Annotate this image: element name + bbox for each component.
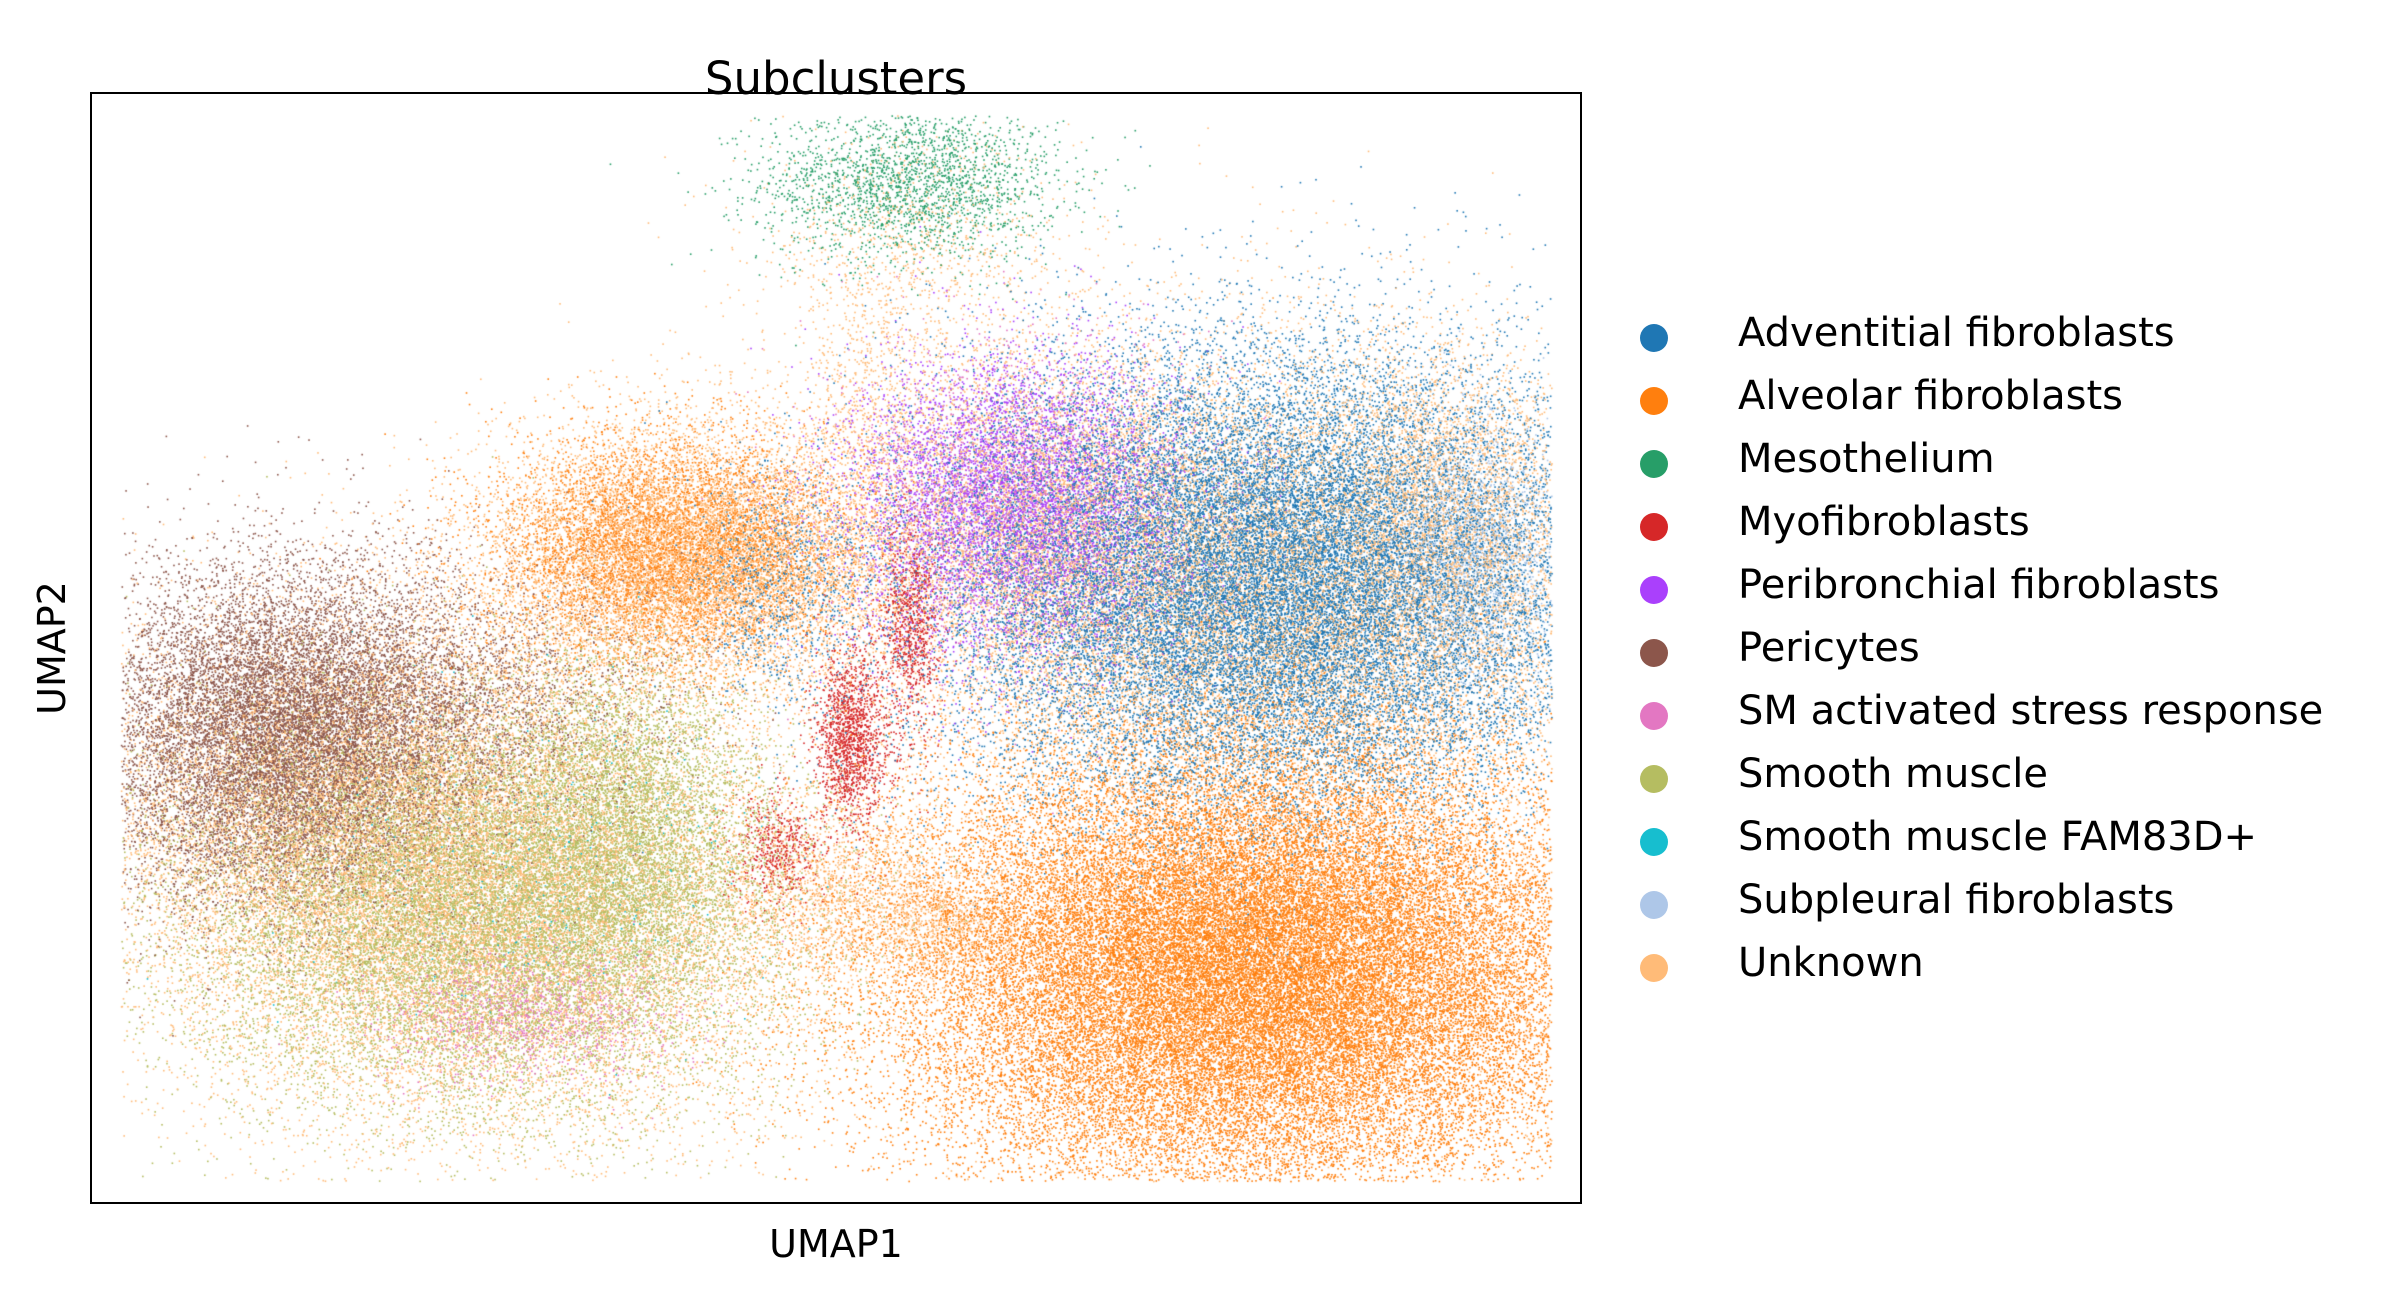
legend-marker-icon [1640,954,1668,982]
legend-label: Smooth muscle [1738,751,2048,797]
legend-marker-icon [1640,765,1668,793]
legend-marker-icon [1640,891,1668,919]
plot-area [90,92,1582,1204]
legend-marker-icon [1640,576,1668,604]
legend-label: Mesothelium [1738,436,1995,482]
legend-marker-icon [1640,639,1668,667]
legend-marker-icon [1640,513,1668,541]
scatter-plot-points [91,93,1581,1203]
legend-label: Unknown [1738,940,1924,986]
legend-marker-icon [1640,702,1668,730]
legend-label: Adventitial fibroblasts [1738,310,2175,356]
legend-label: Pericytes [1738,625,1920,671]
legend-label: Alveolar fibroblasts [1738,373,2124,419]
legend-marker-icon [1640,828,1668,856]
legend-label: Smooth muscle FAM83D+ [1738,814,2258,860]
legend-marker-icon [1640,450,1668,478]
legend-marker-icon [1640,387,1668,415]
x-axis-label: UMAP1 [769,1222,903,1266]
legend-label: SM activated stress response [1738,688,2324,734]
legend-marker-icon [1640,324,1668,352]
legend-label: Peribronchial fibroblasts [1738,562,2220,608]
legend-label: Myofibroblasts [1738,499,2030,545]
y-axis-label: UMAP2 [30,581,74,715]
legend-label: Subpleural fibroblasts [1738,877,2175,923]
